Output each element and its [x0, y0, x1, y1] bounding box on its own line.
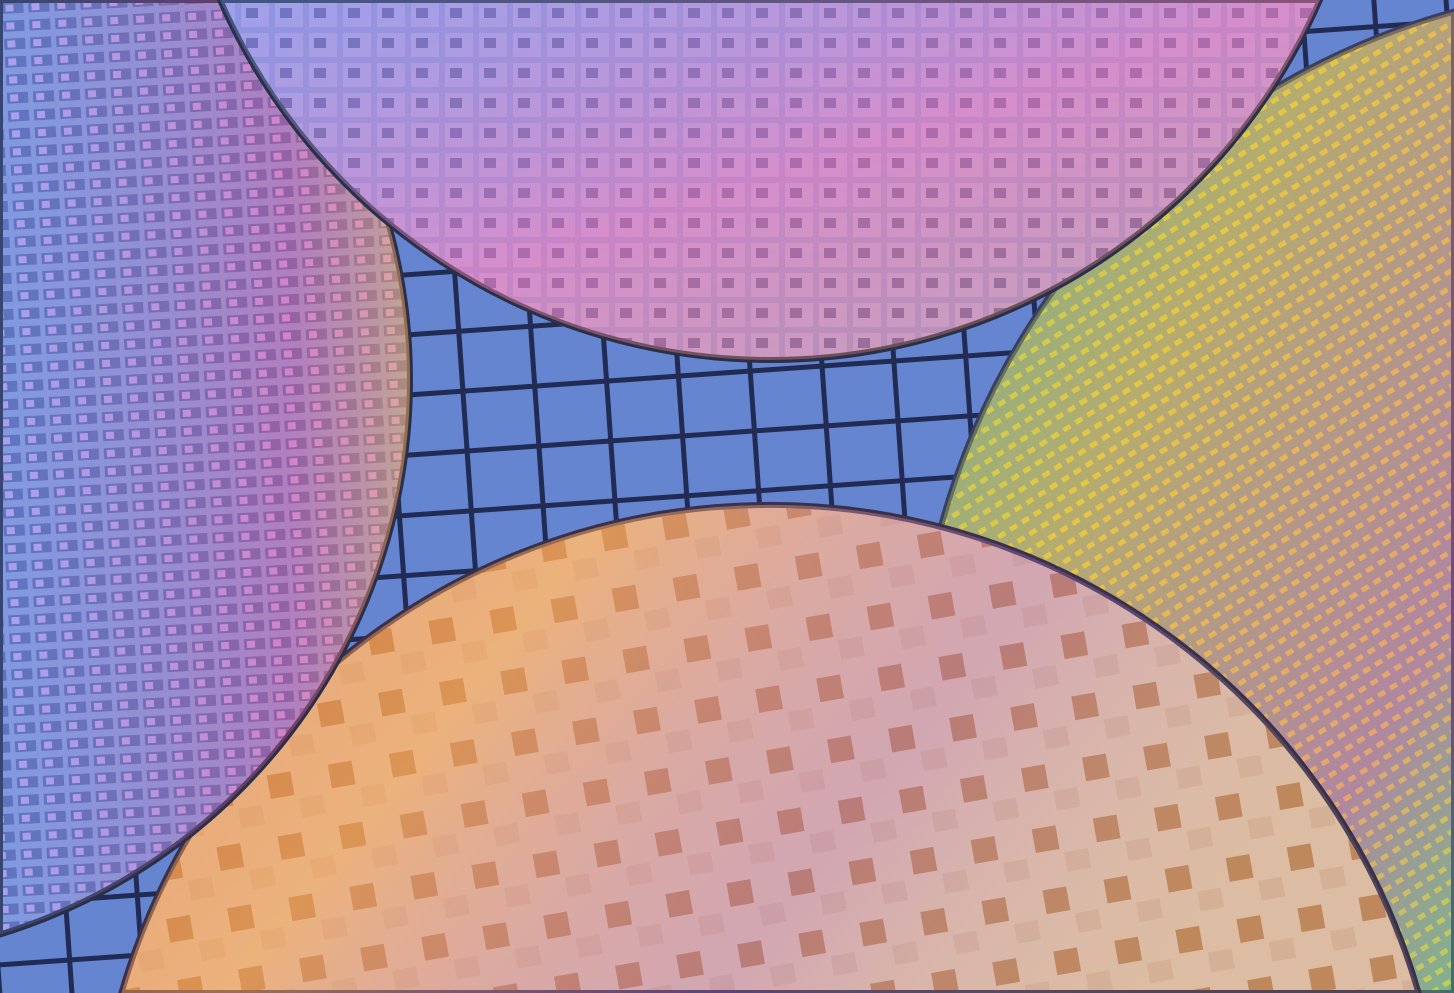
left-wafer [0, 0, 413, 938]
top-wafer [216, 0, 1324, 363]
bottom-wafer [118, 502, 1422, 993]
